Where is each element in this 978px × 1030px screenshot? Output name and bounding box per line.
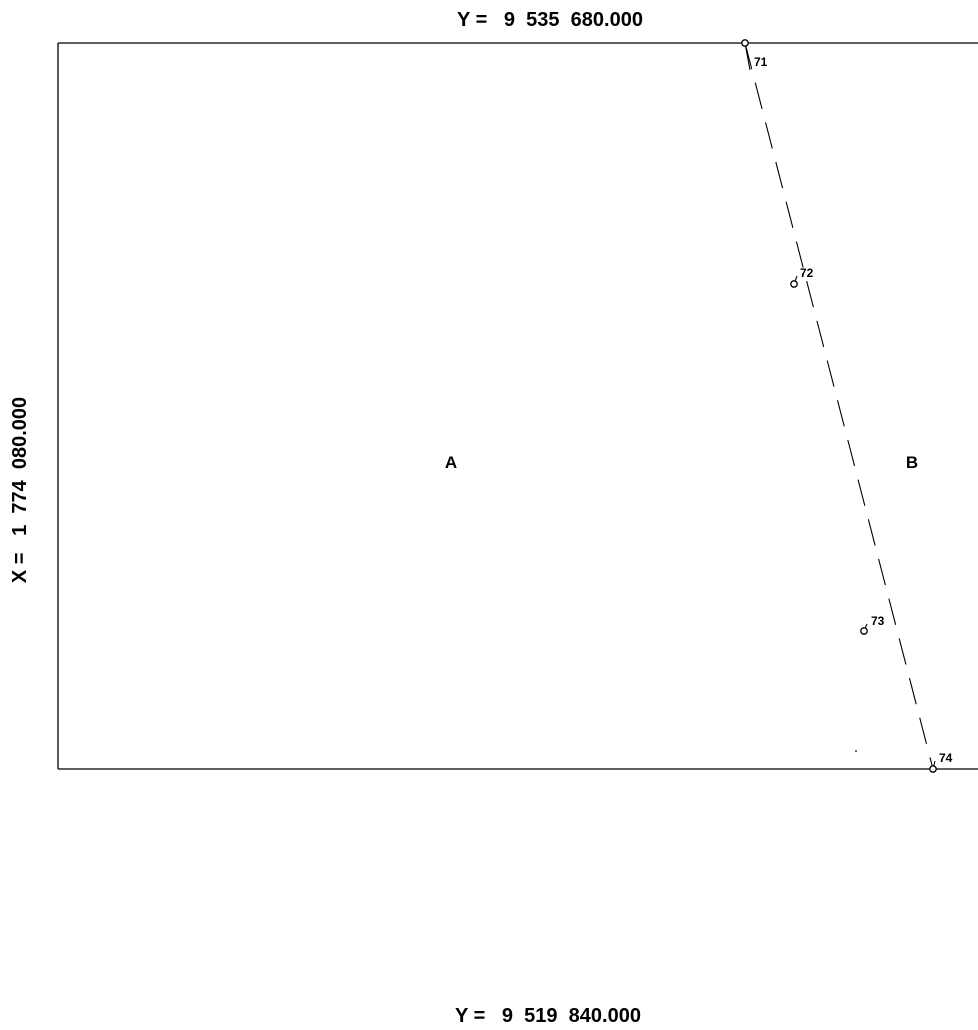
vertex-73-label: 73 <box>871 614 885 628</box>
vertex-71: 71 <box>741 39 768 71</box>
scan-speck <box>855 750 857 752</box>
zone-label-b: B <box>906 453 918 472</box>
vertex-71-leader <box>744 42 751 71</box>
vertex-71-marker <box>741 39 749 47</box>
top-coordinate-label: Y = 9 535 680.000 <box>457 9 643 31</box>
vertex-72: 72 <box>790 266 814 288</box>
vertex-71-label: 71 <box>754 55 768 69</box>
vertex-72-marker <box>790 280 798 288</box>
vertex-73-marker <box>860 627 868 635</box>
zone-label-a: A <box>445 453 457 472</box>
vertex-73: 73 <box>860 614 885 635</box>
left-coordinate-label: X = 1 774 080.000 <box>9 397 31 583</box>
vertex-74-label: 74 <box>939 751 953 765</box>
vertex-72-label: 72 <box>800 266 814 280</box>
boundary-line <box>744 42 934 770</box>
vertex-74-marker <box>929 765 937 773</box>
vertex-74: 74 <box>929 751 953 773</box>
bottom-coordinate-label: Y = 9 519 840.000 <box>455 1005 641 1027</box>
